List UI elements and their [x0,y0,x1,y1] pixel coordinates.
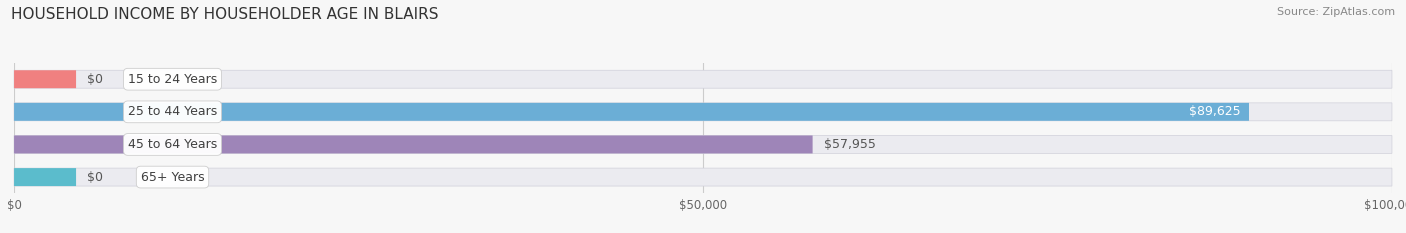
FancyBboxPatch shape [14,103,1392,121]
Text: 45 to 64 Years: 45 to 64 Years [128,138,217,151]
FancyBboxPatch shape [14,136,1392,153]
FancyBboxPatch shape [14,136,813,153]
Text: $89,625: $89,625 [1189,105,1240,118]
FancyBboxPatch shape [14,70,1392,88]
Text: 65+ Years: 65+ Years [141,171,204,184]
Text: $0: $0 [87,171,103,184]
Text: Source: ZipAtlas.com: Source: ZipAtlas.com [1277,7,1395,17]
FancyBboxPatch shape [14,168,1392,186]
Text: 25 to 44 Years: 25 to 44 Years [128,105,217,118]
Text: 15 to 24 Years: 15 to 24 Years [128,73,217,86]
Text: $57,955: $57,955 [824,138,876,151]
Text: $0: $0 [87,73,103,86]
Text: HOUSEHOLD INCOME BY HOUSEHOLDER AGE IN BLAIRS: HOUSEHOLD INCOME BY HOUSEHOLDER AGE IN B… [11,7,439,22]
FancyBboxPatch shape [14,168,76,186]
FancyBboxPatch shape [14,70,76,88]
FancyBboxPatch shape [14,103,1249,121]
